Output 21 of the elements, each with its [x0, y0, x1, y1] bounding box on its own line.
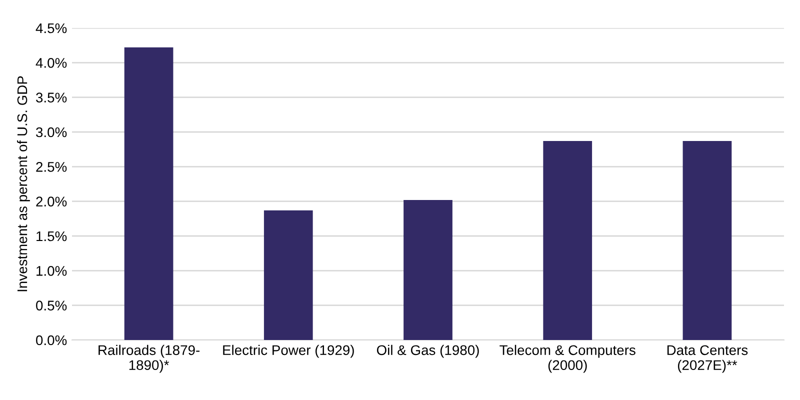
- y-tick-label: 1.5%: [36, 231, 67, 242]
- x-tick-label: Telecom & Computers (2000): [500, 344, 636, 373]
- x-tick-label: Data Centers (2027E)**: [667, 345, 748, 373]
- y-tick-label: 2.0%: [36, 196, 67, 207]
- x-tick-label: Railroads (1879- 1890)*: [98, 344, 200, 373]
- y-tick-label: 3.5%: [36, 92, 67, 103]
- y-tick-label: 0.5%: [36, 300, 67, 311]
- y-axis-title: Investment as percent of U.S. GDP: [16, 76, 30, 292]
- y-tick-label: 2.5%: [36, 162, 67, 172]
- y-tick-label: 3.0%: [36, 127, 67, 138]
- bar: [264, 210, 313, 340]
- y-tick-label: 4.0%: [36, 58, 67, 68]
- bar: [543, 141, 592, 340]
- y-tick-label: 0.0%: [36, 335, 67, 346]
- x-tick-label: Electric Power (1929): [223, 344, 354, 358]
- y-tick-label: 4.5%: [36, 23, 67, 34]
- bar: [682, 141, 732, 340]
- bar: [404, 200, 452, 340]
- x-tick-label: Oil & Gas (1980): [376, 344, 479, 358]
- bar: [124, 47, 174, 340]
- y-tick-label: 1.0%: [36, 266, 67, 276]
